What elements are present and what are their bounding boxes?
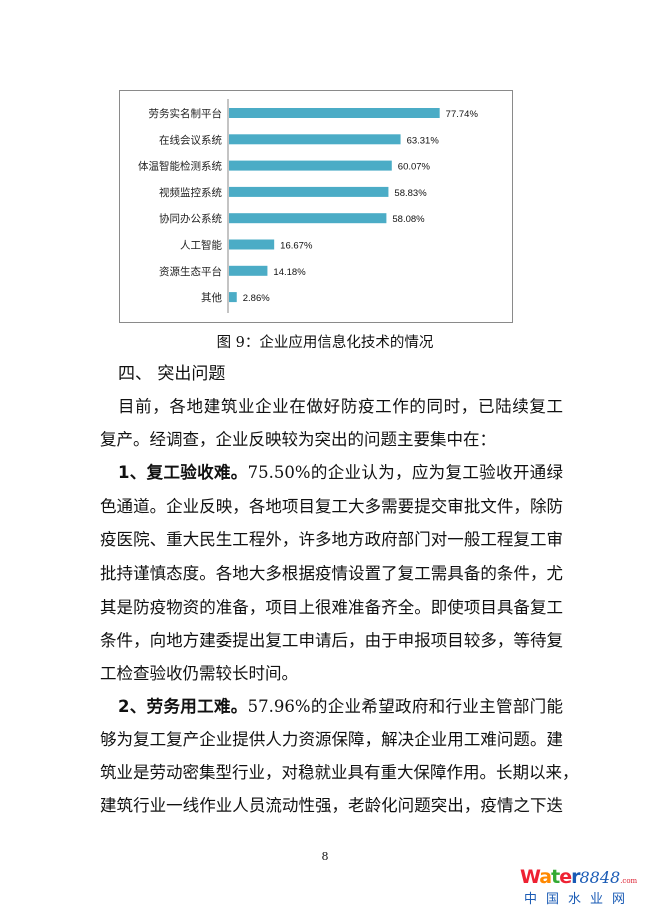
section-heading: 四、 突出问题: [118, 364, 226, 384]
bar: [229, 108, 440, 118]
category-label: 其他: [201, 291, 222, 304]
data-label: 16.67%: [280, 241, 313, 252]
text-line: 条件，向地方建委提出复工申请后，由于申报项目较多，等待复: [100, 631, 563, 650]
category-label: 体温智能检测系统: [138, 160, 222, 173]
figure-caption: 图 9：企业应用信息化技术的情况: [216, 335, 434, 351]
bar-chart: 劳务实名制平台 77.74% 在线会议系统 63.31% 体温智能检测系统 60.07% 视…: [119, 90, 513, 323]
category-label: 人工智能: [180, 239, 222, 252]
data-label: 58.08%: [392, 214, 425, 225]
data-label: 14.18%: [273, 267, 306, 278]
page-number: 8: [321, 850, 329, 863]
text-line: 工检查验收仍需较长时间。: [100, 664, 298, 683]
bar: [229, 213, 387, 224]
data-label: 58.83%: [394, 188, 427, 199]
category-label: 资源生态平台: [159, 265, 222, 278]
text-line: 1、复工验收难。75.50%的企业认为，应为复工验收开通绿: [118, 461, 563, 485]
bold-heading: 1、复工验收难。: [118, 463, 248, 482]
data-label: 77.74%: [446, 109, 479, 120]
category-label: 视频监控系统: [159, 186, 222, 199]
text-span: 57.96%的企业希望政府和行业主管部门能: [247, 697, 563, 716]
watermark-logo: Water8848.com 中国水业网: [520, 866, 638, 907]
bar: [229, 265, 268, 276]
category-label: 劳务实名制平台: [149, 107, 223, 120]
text-line: 疫医院、重大民生工程外，许多地方政府部门对一般工程复工审: [100, 530, 563, 549]
text-line: 目前，各地建筑业企业在做好防疫工作的同时，已陆续复工: [118, 397, 563, 416]
text-line: 色通道。企业反映，各地项目复工大多需要提交审批文件，除防: [100, 497, 563, 516]
data-label: 2.86%: [243, 293, 270, 304]
category-label: 协同办公系统: [159, 212, 222, 225]
bold-heading: 2、劳务用工难。: [118, 697, 248, 716]
text-line: 其是防疫物资的准备，项目上很难准备齐全。即使项目具备复工: [100, 598, 563, 617]
text-line: 够为复工复产企业提供人力资源保障，解决企业用工难问题。建: [100, 730, 563, 749]
text-span: 75.50%的企业认为，应为复工验收开通绿: [247, 463, 563, 482]
bar: [229, 292, 237, 303]
bar: [229, 134, 401, 145]
bar: [229, 239, 275, 250]
text-line: 复产。经调查，企业反映较为突出的问题主要集中在：: [100, 430, 496, 449]
data-label: 63.31%: [407, 135, 440, 146]
chart-svg: 劳务实名制平台 77.74% 在线会议系统 63.31% 体温智能检测系统 60.07% 视…: [138, 99, 479, 313]
data-label: 60.07%: [398, 162, 431, 173]
category-label: 在线会议系统: [159, 133, 222, 146]
bar: [229, 160, 392, 171]
text-line: 2、劳务用工难。57.96%的企业希望政府和行业主管部门能: [118, 695, 563, 719]
text-line: 建筑行业一线作业人员流动性强，老龄化问题突出，疫情之下迭: [100, 796, 563, 815]
bar: [229, 186, 389, 197]
text-line: 筑业是劳动密集型行业，对稳就业具有重大保障作用。长期以来，: [100, 763, 579, 782]
text-line: 批持谨慎态度。各地大多根据疫情设置了复工需具备的条件，尤: [100, 564, 563, 583]
